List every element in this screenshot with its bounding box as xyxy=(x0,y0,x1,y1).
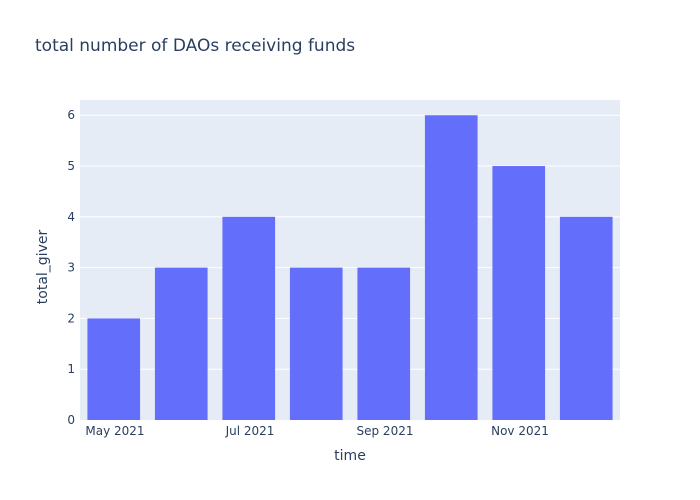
bar-2021-06 xyxy=(154,267,208,420)
bar-2021-11 xyxy=(492,166,546,420)
bar-2021-09 xyxy=(357,267,411,420)
bar-2021-08 xyxy=(289,267,343,420)
y-tick-label: 0 xyxy=(67,413,75,427)
x-tick-label: Nov 2021 xyxy=(491,424,549,438)
x-tick-label: May 2021 xyxy=(85,424,144,438)
chart-title: total number of DAOs receiving funds xyxy=(35,36,355,56)
bars xyxy=(87,115,613,420)
bar-2021-12 xyxy=(559,216,613,420)
y-tick-label: 3 xyxy=(67,261,75,275)
y-axis-label: total_giver xyxy=(35,230,51,305)
y-tick-label: 1 xyxy=(67,362,75,376)
bar-2021-05 xyxy=(87,318,141,420)
y-tick-label: 4 xyxy=(67,210,75,224)
x-axis-label: time xyxy=(334,448,366,464)
y-tick-label: 5 xyxy=(67,159,75,173)
bar-2021-07 xyxy=(222,216,276,420)
y-axis-ticks: 0 1 2 3 4 5 6 xyxy=(67,108,75,427)
x-tick-label: Sep 2021 xyxy=(357,424,414,438)
x-tick-label: Jul 2021 xyxy=(225,424,275,438)
x-axis-ticks: May 2021 Jul 2021 Sep 2021 Nov 2021 xyxy=(85,424,548,438)
bar-2021-10 xyxy=(424,115,478,420)
y-tick-label: 6 xyxy=(67,108,75,122)
y-tick-label: 2 xyxy=(67,311,75,325)
